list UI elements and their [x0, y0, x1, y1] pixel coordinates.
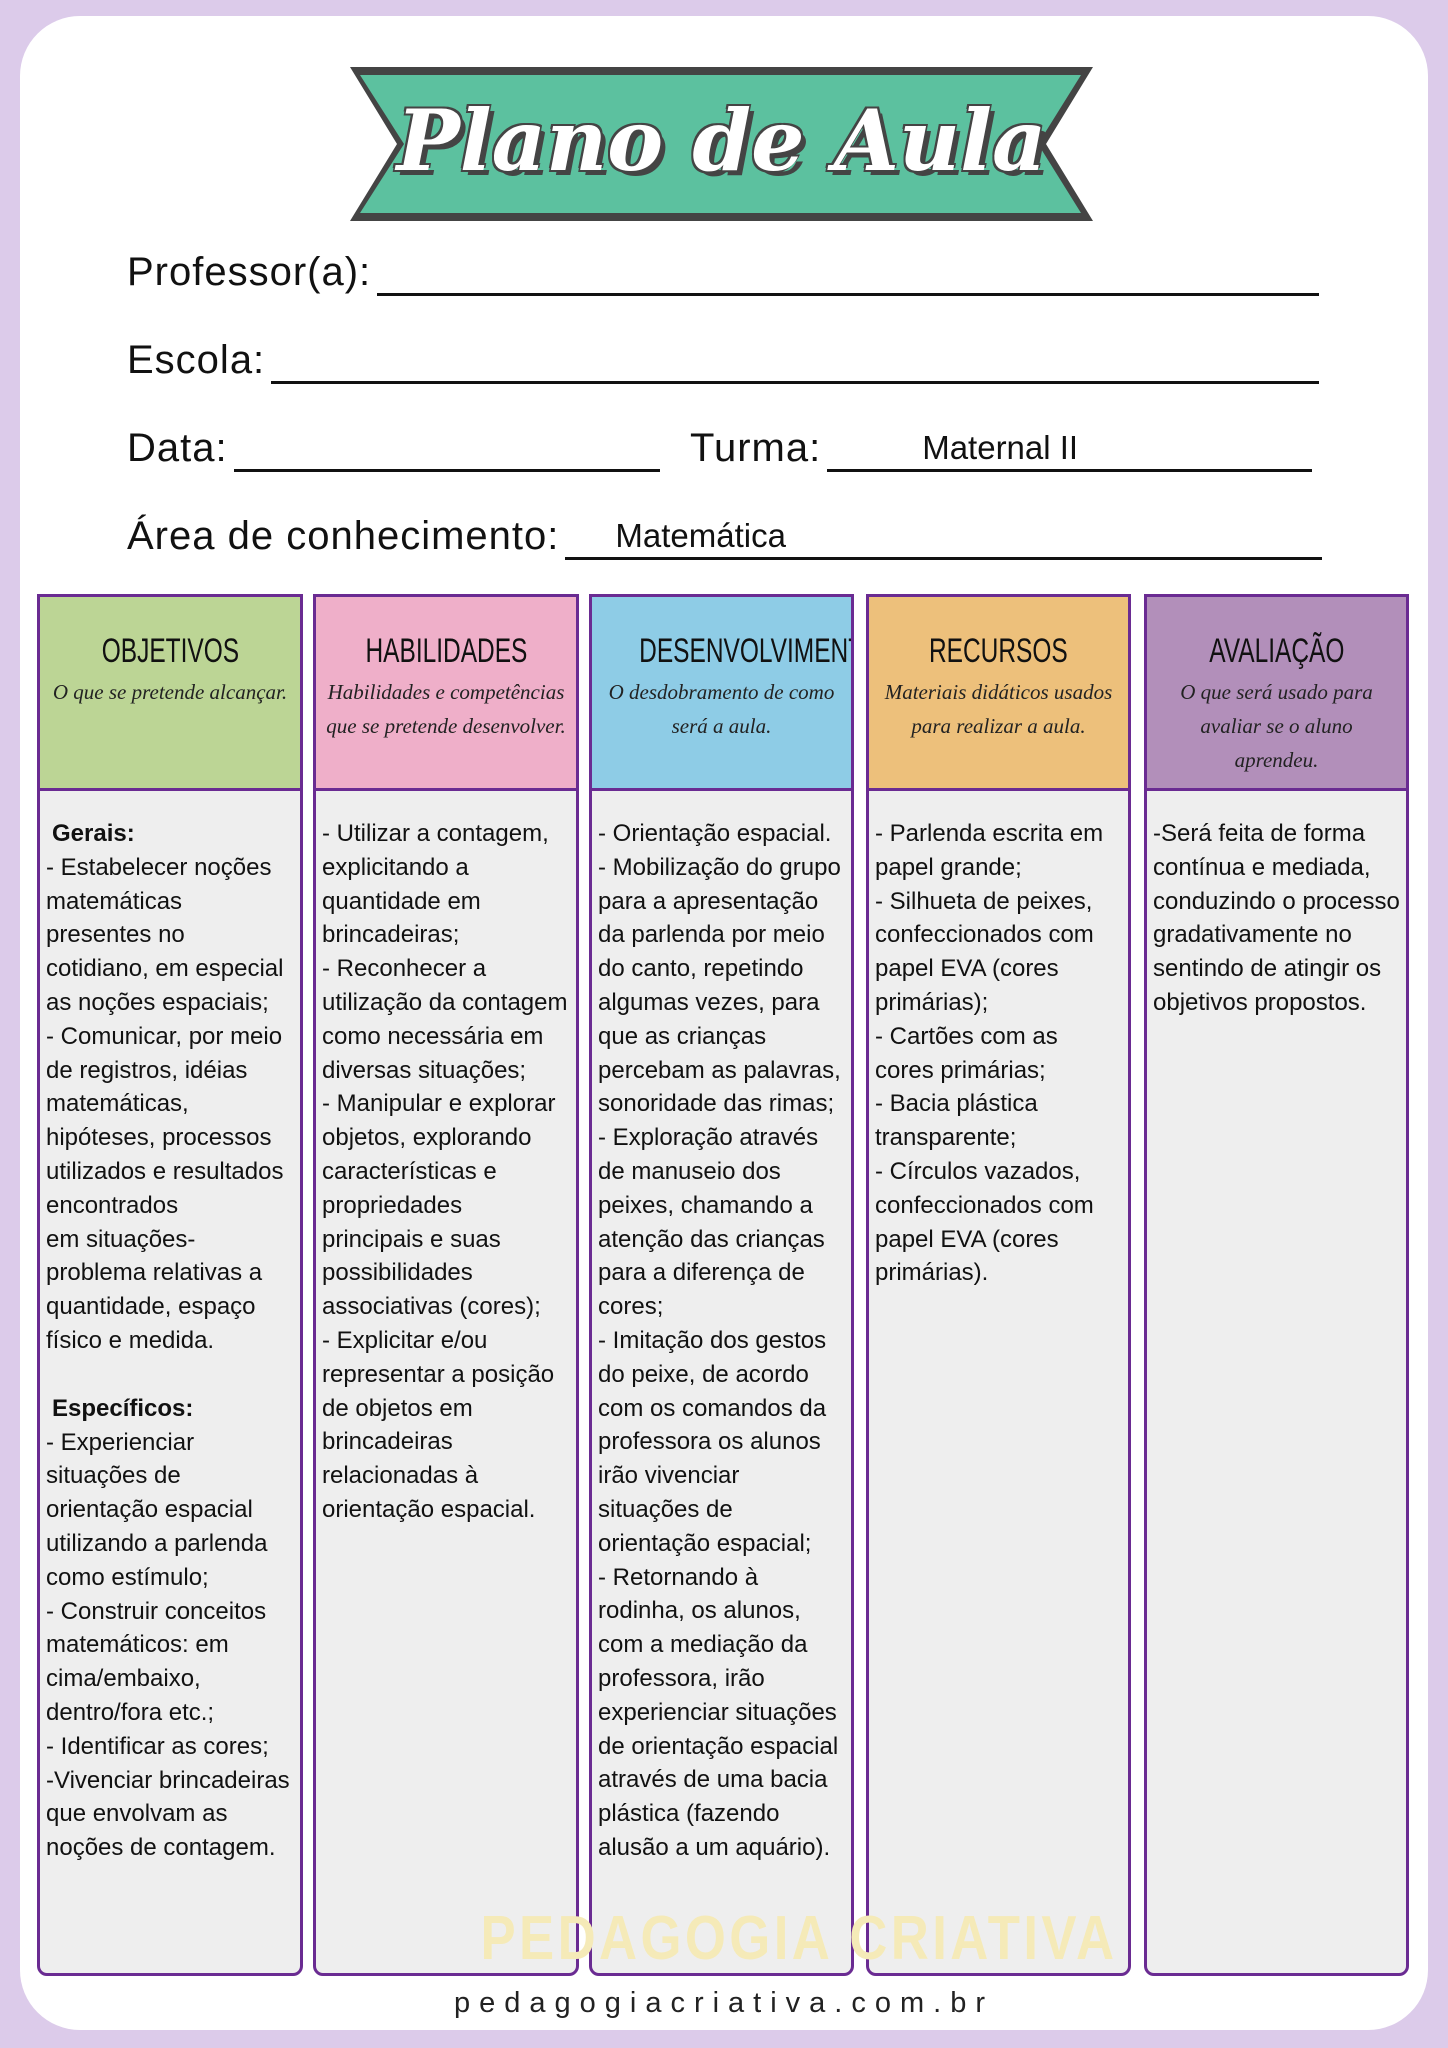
column-subtitle: O que se pretende alcançar.	[52, 680, 288, 704]
column-title: RECURSOS	[929, 632, 1068, 670]
column-habilidades: HABILIDADES Habilidades e competências q…	[313, 594, 579, 1976]
column-objetivos: OBJETIVOS O que se pretende alcançar. Ge…	[37, 594, 303, 1976]
section-heading: Gerais:	[52, 820, 135, 847]
area-input[interactable]: Matemática	[565, 514, 1322, 560]
column-title: AVALIAÇÃO	[1208, 632, 1345, 670]
footer-website: pedagogiacriativa.com.br	[453, 1987, 994, 2019]
escola-label: Escola:	[127, 338, 266, 382]
column-body: Gerais: - Estabelecer noções matemáticas …	[40, 791, 300, 1865]
title-banner: Plano de Aula	[346, 63, 1097, 225]
column-title: DESENVOLVIMENTO	[639, 632, 851, 670]
column-header: DESENVOLVIMENTO O desdobramento de como …	[592, 597, 851, 791]
column-text: - Orientação espacial. - Mobilização do …	[598, 820, 841, 1861]
data-field: Data:	[127, 416, 660, 472]
data-input[interactable]	[233, 426, 660, 472]
area-field: Área de conhecimento: Matemática	[127, 504, 1322, 560]
page-title: Plano de Aula	[396, 91, 1047, 190]
column-subtitle: O desdobramento de como será a aula.	[608, 680, 835, 738]
column-recursos: RECURSOS Materiais didáticos usados para…	[866, 594, 1131, 1976]
turma-input[interactable]: Maternal II	[827, 426, 1312, 472]
turma-field: Turma: Maternal II	[690, 416, 1312, 472]
column-text: - Utilizar a contagem, explicitando a qu…	[322, 820, 568, 1523]
column-text: -Será feita de forma contínua e mediada,…	[1153, 820, 1400, 1016]
column-text: - Parlenda escrita em papel grande; - Si…	[875, 820, 1104, 1287]
professor-field: Professor(a):	[127, 240, 1319, 296]
escola-input[interactable]	[271, 338, 1319, 384]
column-desenvolvimento: DESENVOLVIMENTO O desdobramento de como …	[589, 594, 854, 1976]
escola-field: Escola:	[127, 328, 1319, 384]
watermark-logo: PEDAGOGIA CRIATIVA	[480, 1904, 1118, 1973]
section-heading: Específicos:	[52, 1394, 194, 1422]
column-text: - Experienciar situações de orientação e…	[46, 1428, 290, 1862]
column-header: OBJETIVOS O que se pretende alcançar.	[40, 597, 300, 791]
turma-label: Turma:	[690, 426, 822, 470]
column-header: AVALIAÇÃO O que será usado para avaliar …	[1147, 597, 1406, 791]
column-subtitle: Habilidades e competências que se preten…	[326, 680, 566, 738]
data-label: Data:	[127, 426, 228, 470]
ribbon-shape	[350, 67, 1093, 221]
column-subtitle: O que será usado para avaliar se o aluno…	[1180, 680, 1373, 772]
column-header: RECURSOS Materiais didáticos usados para…	[869, 597, 1128, 791]
column-title: HABILIDADES	[365, 632, 527, 670]
column-text: - Estabelecer noções matemáticas present…	[46, 853, 284, 1354]
area-label: Área de conhecimento:	[127, 514, 560, 558]
column-header: HABILIDADES Habilidades e competências q…	[316, 597, 576, 791]
professor-label: Professor(a):	[127, 250, 372, 294]
column-title: OBJETIVOS	[101, 632, 239, 670]
column-avaliacao: AVALIAÇÃO O que será usado para avaliar …	[1144, 594, 1409, 1976]
professor-input[interactable]	[377, 250, 1319, 296]
column-subtitle: Materiais didáticos usados para realizar…	[884, 680, 1113, 738]
